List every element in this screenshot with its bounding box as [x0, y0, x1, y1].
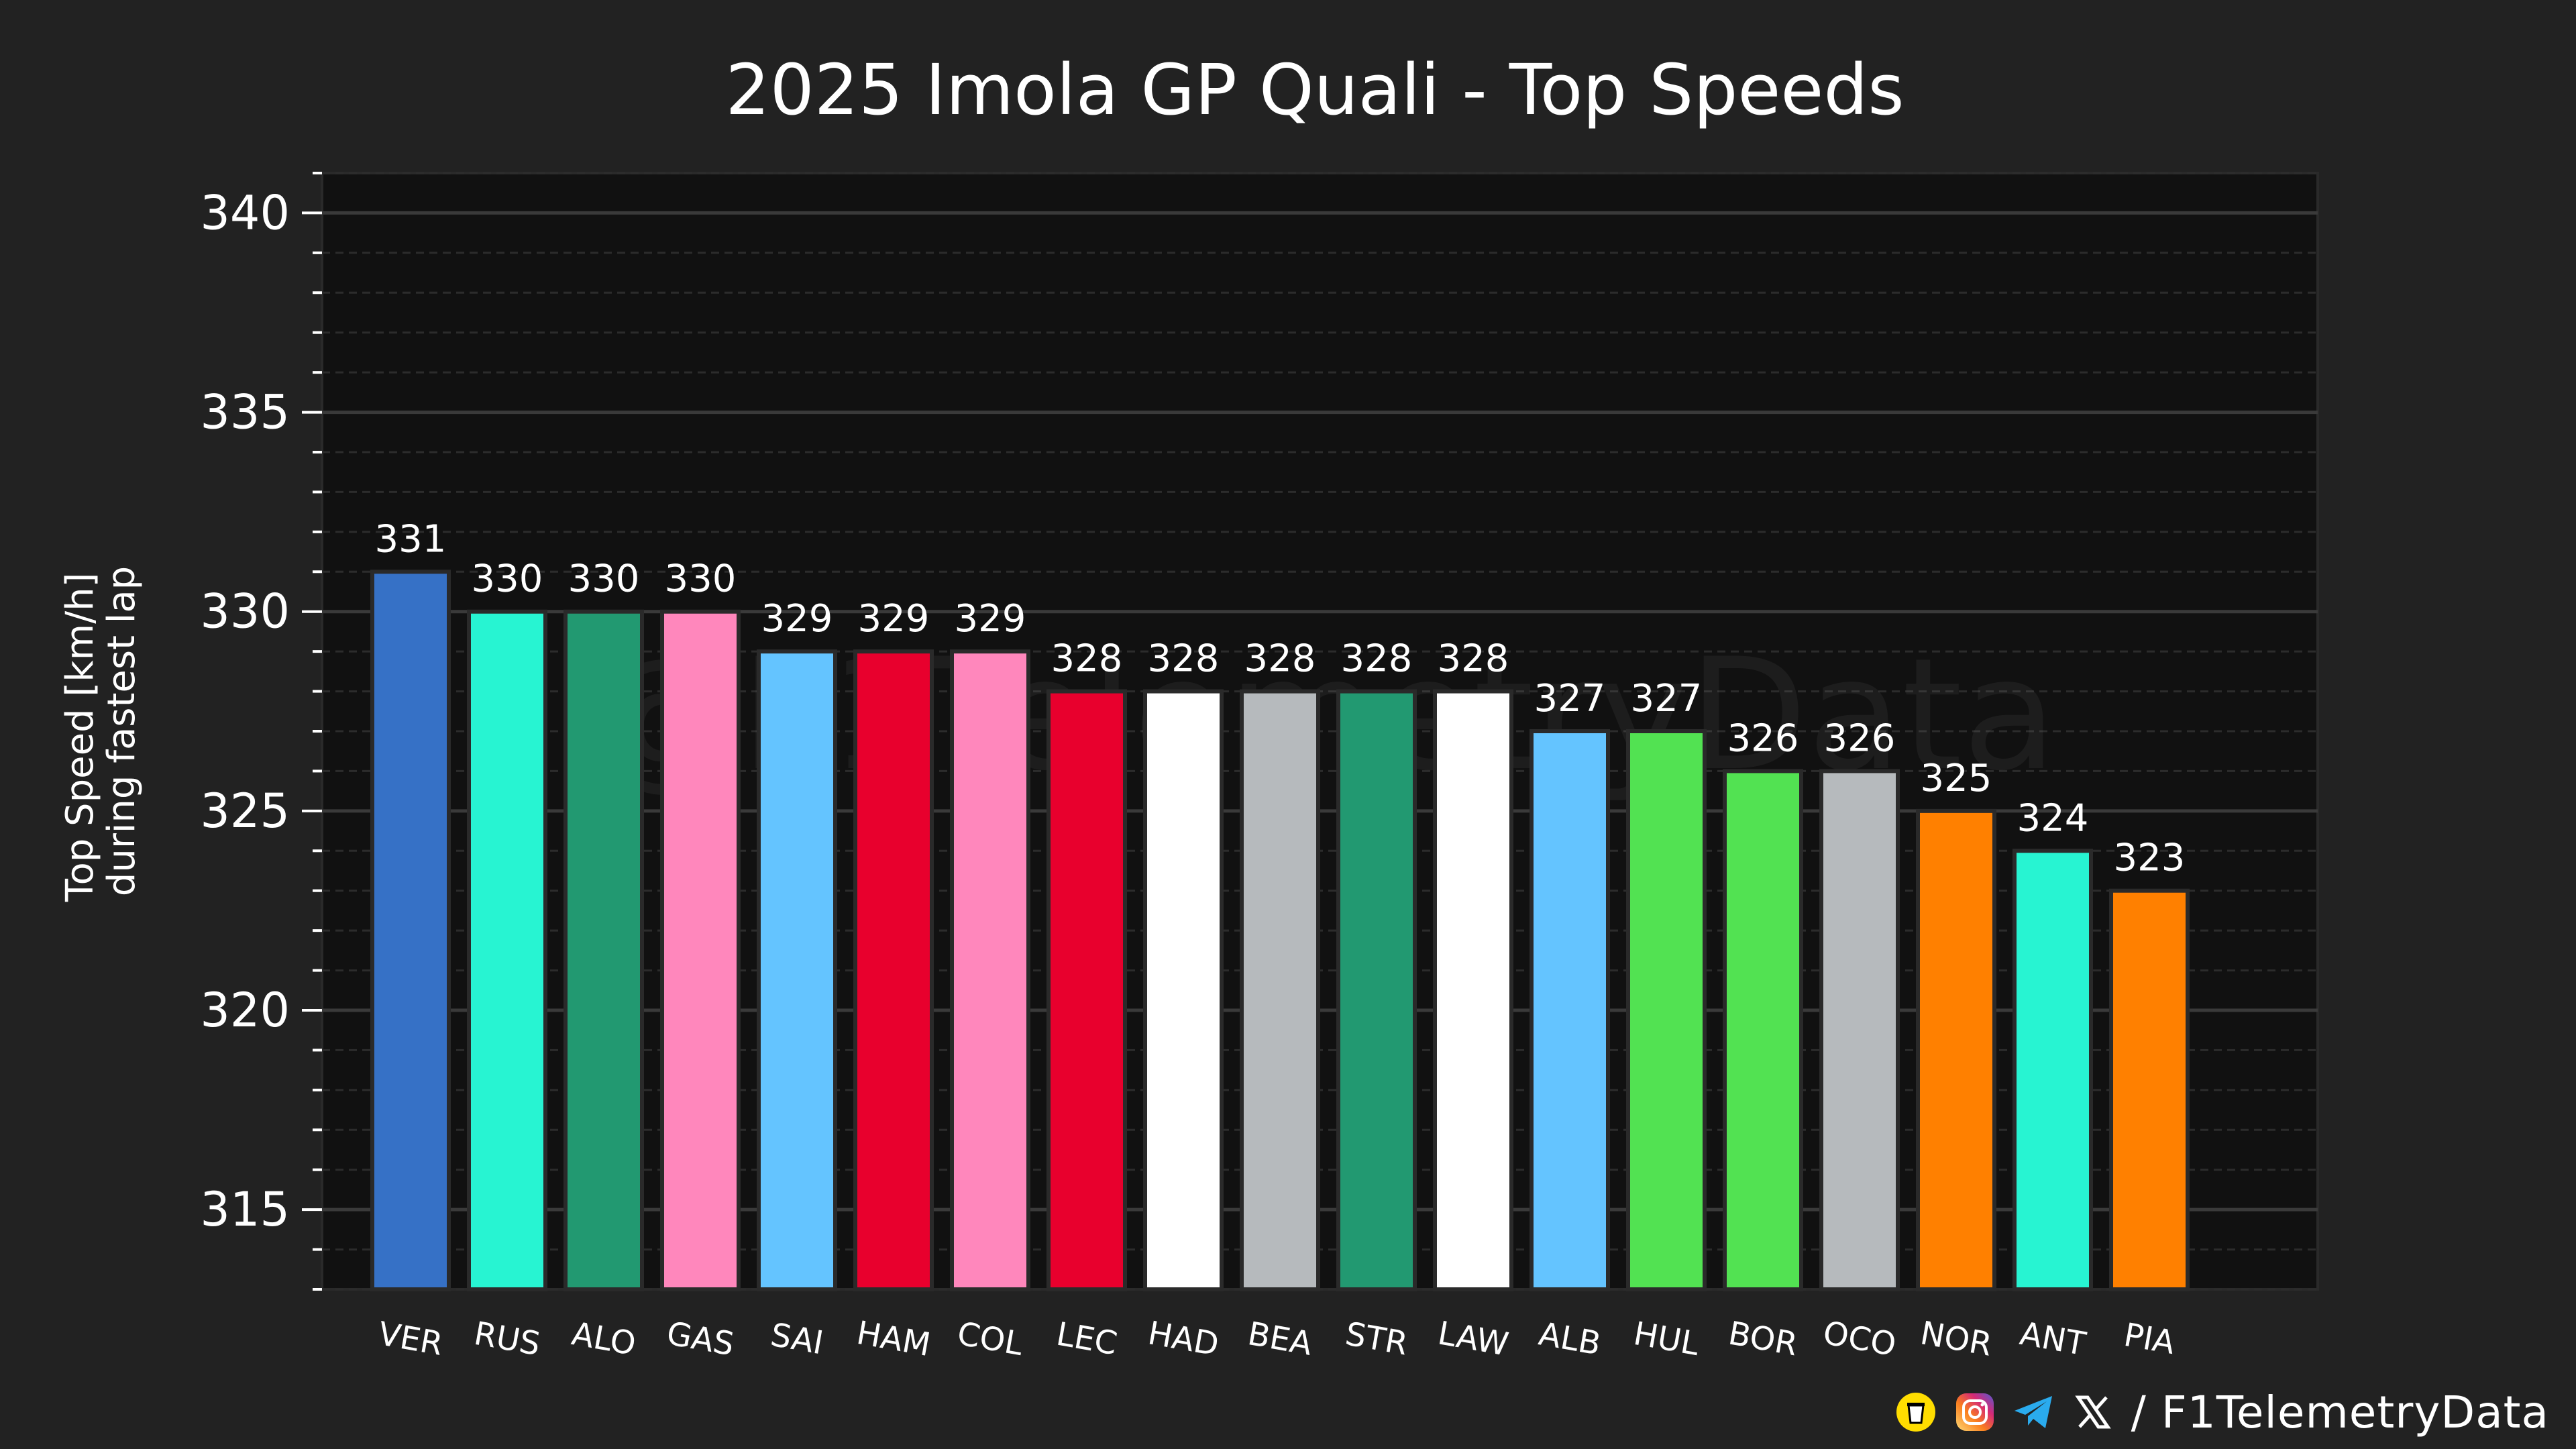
bar-pia — [2109, 888, 2190, 1291]
data-label: 328 — [1148, 637, 1220, 681]
data-label: 328 — [1341, 637, 1413, 681]
x-tick-label: ANT — [2017, 1315, 2089, 1363]
bar-bor — [1723, 769, 1803, 1291]
x-icon[interactable] — [2072, 1391, 2114, 1433]
y-axis-label-line-1: Top Speed [km/h] — [58, 573, 102, 903]
data-label: 326 — [1824, 716, 1896, 760]
bar-rus — [467, 609, 547, 1291]
x-tick-label: PIA — [2121, 1316, 2178, 1362]
data-label: 330 — [472, 557, 543, 601]
data-label: 329 — [858, 597, 930, 641]
y-axis-label: Top Speed [km/h] during fastest lap — [58, 561, 144, 903]
telegram-icon[interactable] — [2013, 1391, 2055, 1433]
bar-ver — [370, 570, 451, 1291]
bar-nor — [1916, 808, 1996, 1292]
x-tick-label: HAM — [854, 1314, 933, 1364]
bar-ham — [853, 649, 934, 1291]
bar-ant — [2012, 849, 2093, 1292]
bar-alo — [564, 609, 644, 1291]
chart-title: 2025 Imola GP Quali - Top Speeds — [725, 49, 1904, 131]
x-tick-label: ALO — [569, 1315, 639, 1363]
x-tick-label: HAD — [1145, 1314, 1222, 1364]
bar-series — [370, 570, 2190, 1292]
bar-hul — [1626, 729, 1707, 1291]
data-label: 328 — [1244, 637, 1316, 681]
x-tick-label: LEC — [1054, 1316, 1120, 1363]
y-axis-label-line-2: during fastest lap — [100, 566, 144, 896]
x-tick-label: HUL — [1631, 1315, 1702, 1363]
bar-oco — [1819, 769, 1900, 1291]
data-label: 323 — [2114, 837, 2186, 880]
data-label: 324 — [2017, 796, 2089, 840]
x-tick-label: STR — [1342, 1315, 1410, 1362]
bar-gas — [660, 609, 741, 1291]
x-tick-label: OCO — [1820, 1314, 1898, 1364]
bar-lec — [1046, 689, 1127, 1291]
x-tick-label: COL — [955, 1315, 1026, 1363]
data-label: 326 — [1727, 716, 1799, 760]
x-axis: VER RUS ALO GAS SAI HAM COL LEC HAD BEA STR LAW ALB H… — [376, 1314, 2178, 1364]
x-tick-label: SAI — [768, 1316, 826, 1362]
y-axis: 315 320 325 330 335 340 — [200, 172, 322, 1291]
data-label: 328 — [1051, 637, 1123, 681]
data-label: 327 — [1631, 677, 1703, 720]
coffee-icon[interactable] — [1895, 1391, 1937, 1433]
y-tick-label: 325 — [200, 784, 290, 839]
data-label: 329 — [955, 597, 1026, 641]
bar-alb — [1529, 729, 1610, 1291]
data-label: 328 — [1438, 637, 1509, 681]
data-labels: 331 330 330 330 329 329 329 328 328 328 328 328 327 3… — [375, 517, 2186, 879]
x-tick-label: NOR — [1917, 1314, 1994, 1364]
x-tick-label: BEA — [1245, 1315, 1316, 1363]
bar-str — [1336, 689, 1417, 1291]
data-label: 330 — [568, 557, 640, 601]
x-tick-label: LAW — [1435, 1314, 1511, 1363]
y-tick-label: 315 — [200, 1182, 290, 1237]
data-label: 325 — [1921, 757, 1992, 800]
y-tick-label: 320 — [200, 983, 290, 1038]
x-tick-label: BOR — [1725, 1314, 1800, 1363]
x-tick-label: VER — [376, 1315, 446, 1363]
x-tick-label: ALB — [1536, 1315, 1604, 1362]
y-tick-label: 335 — [200, 385, 290, 440]
footer: / F1TelemetryData — [1895, 1382, 2549, 1442]
data-label: 330 — [665, 557, 737, 601]
bar-sai — [757, 649, 837, 1291]
x-tick-label: GAS — [664, 1315, 737, 1364]
bar-had — [1143, 689, 1224, 1291]
data-label: 329 — [761, 597, 833, 641]
bar-law — [1433, 689, 1513, 1291]
social-handle[interactable]: / F1TelemetryData — [2131, 1386, 2549, 1438]
data-label: 327 — [1534, 677, 1606, 720]
bar-bea — [1240, 689, 1320, 1291]
y-tick-label: 340 — [200, 185, 290, 240]
x-tick-label: RUS — [471, 1315, 543, 1363]
data-label: 331 — [375, 517, 447, 561]
bar-col — [950, 649, 1030, 1291]
y-tick-label: 330 — [200, 584, 290, 639]
instagram-icon[interactable] — [1954, 1391, 1996, 1433]
